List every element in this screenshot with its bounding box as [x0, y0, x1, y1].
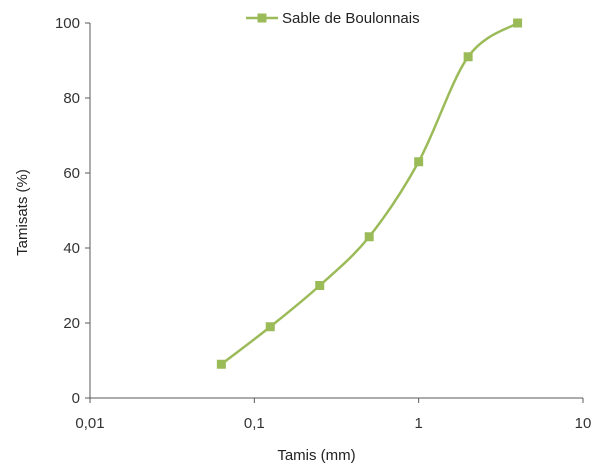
- legend-marker-square: [257, 13, 267, 23]
- series: [216, 18, 523, 369]
- data-point-marker: [265, 322, 275, 332]
- data-point-marker: [315, 281, 325, 290]
- series-line: [220, 21, 519, 366]
- data-point-marker: [364, 232, 374, 242]
- axes: [89, 23, 583, 399]
- x-tick-label: 0,1: [244, 415, 265, 432]
- data-point-marker: [513, 18, 523, 28]
- legend-label: Sable de Boulonnais: [282, 10, 420, 27]
- y-tick-label: 60: [63, 165, 80, 182]
- x-tick-label: 0,01: [75, 415, 104, 432]
- data-point-marker: [216, 359, 226, 369]
- y-tick-label: 40: [63, 240, 80, 257]
- ticks: 0 20 40 60 80 100 0,01 0,1 1 10: [55, 15, 591, 432]
- data-point-marker: [414, 157, 424, 167]
- y-tick-label: 20: [63, 315, 80, 332]
- data-point-marker: [463, 52, 473, 62]
- legend: Sable de Boulonnais: [246, 10, 420, 27]
- x-tick-label: 1: [414, 415, 422, 432]
- y-tick-label: 80: [63, 90, 80, 107]
- y-tick-label: 100: [55, 15, 80, 32]
- x-tick-label: 10: [575, 415, 592, 432]
- y-tick-label: 0: [72, 390, 80, 407]
- x-axis-title: Tamis (mm): [277, 447, 355, 464]
- y-axis-title: Tamisats (%): [14, 169, 31, 256]
